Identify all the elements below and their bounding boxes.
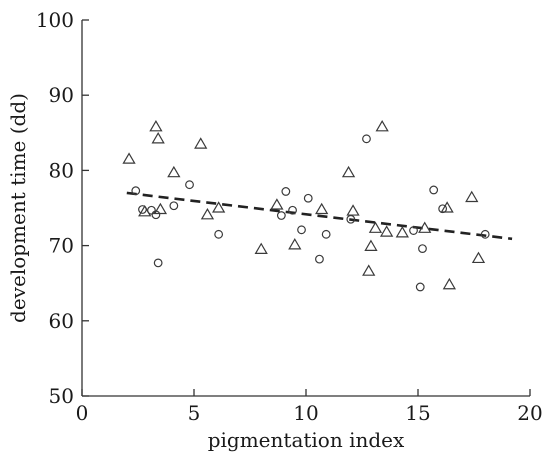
trendline-group: [126, 191, 513, 241]
triangle-point: [364, 239, 378, 251]
y-tick-label: 100: [36, 8, 74, 32]
ticks: [81, 19, 531, 397]
x-tick-label: 20: [517, 401, 542, 425]
x-tick-label: 0: [76, 401, 89, 425]
triangle-point: [200, 207, 215, 220]
circle-point: [169, 201, 179, 211]
circle-point: [480, 229, 490, 239]
triangle-point: [418, 221, 432, 233]
circle-point: [288, 205, 297, 215]
circle-point: [418, 244, 427, 254]
circle-point: [362, 134, 371, 144]
triangle-point: [270, 198, 284, 210]
triangle-point: [395, 226, 409, 238]
triangle-point: [167, 165, 181, 178]
x-tick-label: 15: [405, 401, 430, 425]
y-tick-label: 50: [49, 384, 74, 408]
triangle-point: [440, 201, 454, 213]
triangle-point: [122, 152, 136, 164]
triangle-point: [211, 201, 226, 213]
data-points: [122, 119, 490, 292]
triangle-point: [341, 165, 356, 178]
triangle-point: [151, 132, 165, 144]
triangle-point: [254, 242, 268, 254]
triangle-point: [375, 119, 389, 132]
y-tick-label: 70: [49, 234, 74, 258]
tick-labels: 50 60 70 80 90 100 0 5 10 15 20: [36, 8, 543, 425]
triangle-point: [346, 204, 360, 216]
triangle-point: [442, 277, 457, 290]
triangle-point: [288, 238, 302, 250]
triangle-point: [465, 190, 479, 203]
y-tick-label: 90: [49, 83, 74, 107]
circle-point: [281, 187, 291, 196]
y-tick-label: 80: [49, 158, 74, 182]
axes: [81, 20, 530, 397]
circle-point: [415, 282, 425, 292]
circle-point: [315, 254, 324, 264]
x-tick-label: 10: [293, 401, 318, 425]
circle-point: [153, 258, 163, 268]
circle-point: [214, 229, 224, 239]
triangle-point: [368, 221, 383, 233]
circle-point: [276, 211, 286, 220]
triangle-point: [138, 204, 152, 217]
triangle-point: [194, 137, 208, 149]
circle-point: [409, 226, 418, 235]
circle-point: [297, 225, 306, 235]
circle-point: [321, 229, 331, 239]
circle-point: [131, 186, 141, 196]
x-tick-label: 5: [188, 401, 201, 425]
trend-line: [126, 191, 513, 241]
triangle-point: [315, 202, 329, 215]
triangle-point: [379, 225, 394, 237]
circle-point: [303, 193, 313, 203]
circle-point: [185, 180, 194, 190]
y-axis-title: development time (dd): [6, 93, 30, 323]
y-tick-label: 60: [49, 309, 74, 333]
triangle-point: [149, 119, 163, 132]
triangle-point: [362, 264, 376, 276]
x-axis-title: pigmentation index: [208, 428, 405, 452]
triangle-point: [153, 202, 168, 215]
circle-point: [429, 185, 439, 195]
triangle-point: [471, 251, 486, 264]
